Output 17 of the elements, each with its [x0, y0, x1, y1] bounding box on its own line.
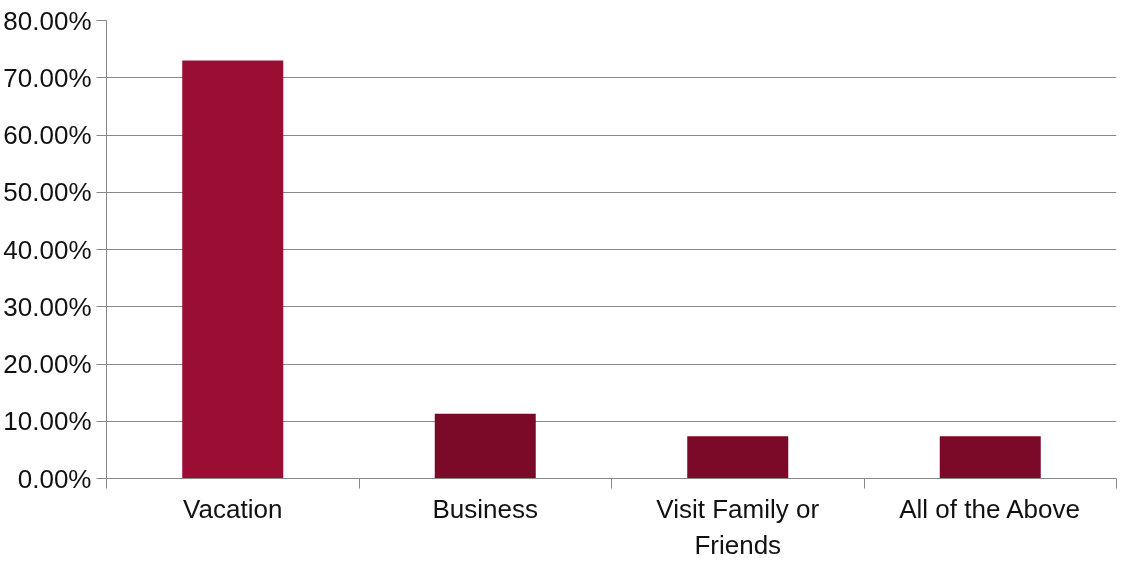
y-tick-label: 70.00% [3, 62, 92, 93]
bar [939, 436, 1041, 479]
y-tick-label: 30.00% [3, 291, 92, 322]
x-tick-label: Visit Family or Friends [656, 493, 820, 560]
y-tick-label: 80.00% [3, 5, 92, 36]
y-tick-label: 60.00% [3, 120, 92, 150]
y-tick-label: 0.00% [17, 463, 92, 494]
bar [182, 60, 284, 479]
y-tick-label: 10.00% [3, 406, 92, 437]
x-tick-label: Vacation [183, 493, 283, 524]
bar [434, 413, 536, 479]
bar [687, 436, 789, 479]
y-tick-label: 20.00% [3, 349, 92, 379]
y-tick-label: 40.00% [3, 234, 92, 265]
y-tick-label: 50.00% [3, 177, 92, 208]
x-tick-label: All of the Above [899, 493, 1080, 524]
x-tick-label: Business [432, 493, 538, 524]
